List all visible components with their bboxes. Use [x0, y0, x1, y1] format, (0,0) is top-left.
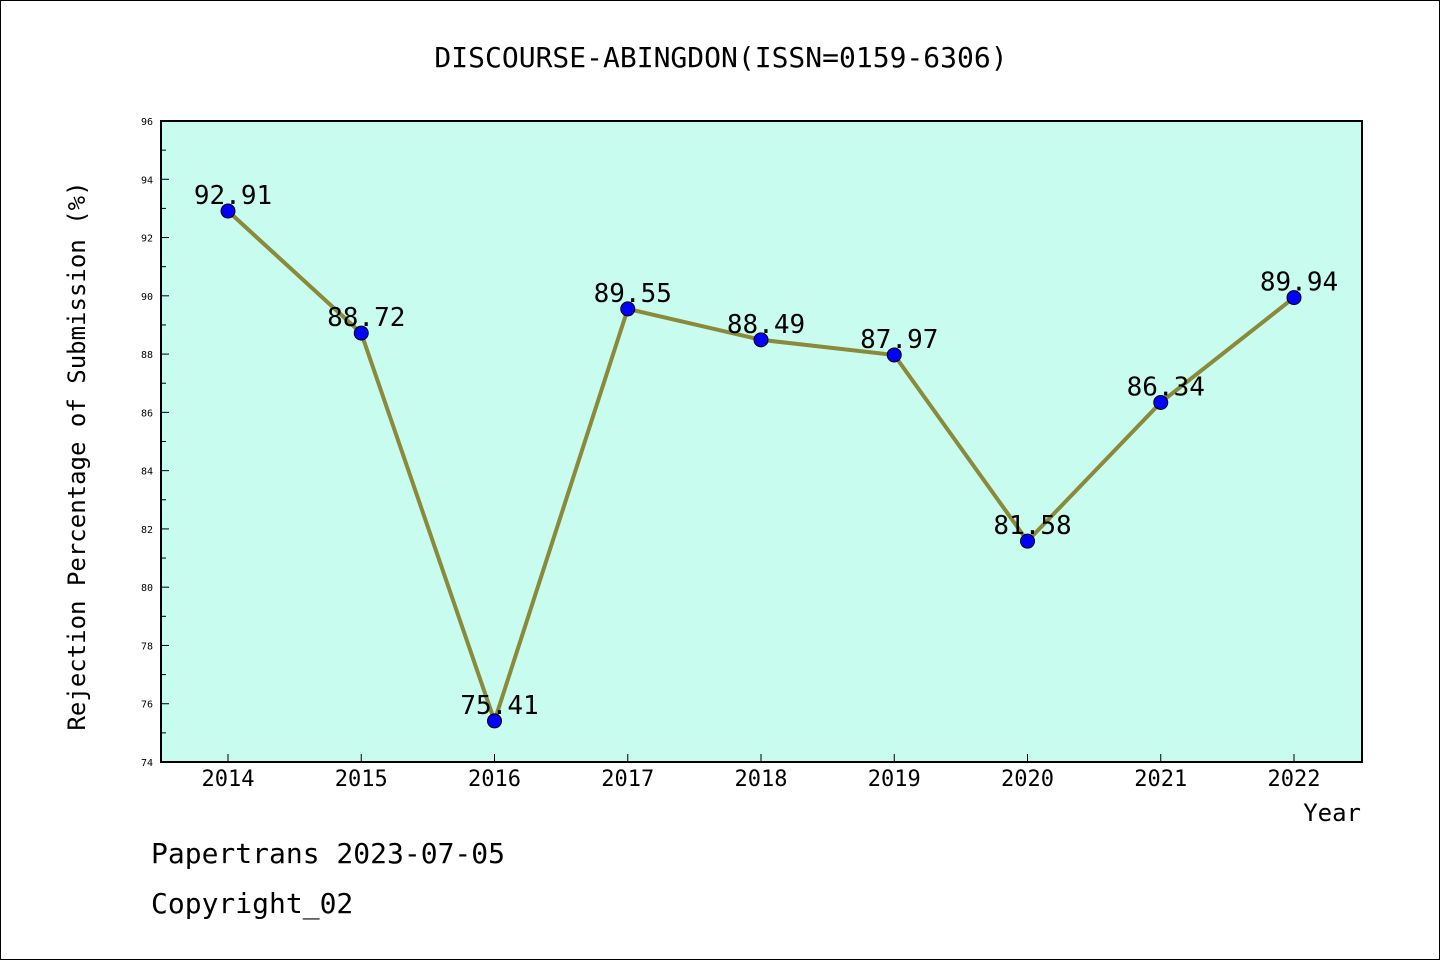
- x-axis-label: Year: [1303, 799, 1361, 827]
- data-label: 87.97: [860, 325, 938, 355]
- chart-title: DISCOURSE-ABINGDON(ISSN=0159-6306): [434, 41, 1007, 74]
- data-point: [1153, 394, 1169, 410]
- data-label: 75.41: [460, 691, 538, 721]
- data-label: 86.34: [1127, 372, 1205, 402]
- y-tick-label: 86: [141, 408, 153, 419]
- y-tick-label: 88: [141, 350, 153, 361]
- data-label: 81.58: [993, 511, 1071, 541]
- y-tick-label: 90: [141, 292, 153, 303]
- x-tick-label: 2015: [335, 767, 388, 792]
- footer-copyright-line: Copyright_02: [151, 887, 354, 920]
- y-tick-label: 80: [141, 583, 153, 594]
- y-tick-label: 76: [141, 700, 153, 711]
- plot-area: [160, 120, 1363, 763]
- data-point: [620, 301, 636, 317]
- x-tick-label: 2021: [1134, 767, 1187, 792]
- data-label: 89.94: [1260, 268, 1338, 298]
- x-tick-label: 2017: [601, 767, 654, 792]
- data-point: [353, 325, 369, 341]
- data-label: 92.91: [194, 181, 272, 211]
- data-point: [487, 713, 502, 729]
- y-axis: 74 76 78 80 82 84 86 88 90 92 94 96: [141, 117, 169, 769]
- data-point: [886, 347, 902, 363]
- y-tick-label: 94: [141, 175, 153, 186]
- x-tick-label: 2014: [202, 767, 255, 792]
- footer-date-line: Papertrans 2023-07-05: [151, 837, 506, 870]
- y-tick-label: 74: [141, 758, 153, 769]
- data-label: 89.55: [594, 279, 672, 309]
- x-tick-label: 2020: [1001, 767, 1054, 792]
- y-tick-label: 82: [141, 525, 153, 536]
- marker-group: [220, 203, 1302, 729]
- data-point: [753, 332, 769, 348]
- data-label: 88.49: [727, 310, 805, 340]
- x-axis: 2014 2015 2016 2017 2018 2019 2020 2021 2022: [202, 754, 1321, 792]
- x-tick-label: 2019: [868, 767, 921, 792]
- data-label-group: 92.91 88.72 75.41 89.55 88.49 87.97 81.58 86.34…: [194, 181, 1338, 721]
- data-label: 88.72: [327, 303, 405, 333]
- data-point: [1286, 290, 1302, 306]
- data-point: [1020, 533, 1035, 549]
- y-axis-label: Rejection Percentage of Submission (%): [63, 181, 91, 730]
- x-tick-label: 2016: [468, 767, 521, 792]
- x-tick-label: 2018: [735, 767, 788, 792]
- x-tick-label: 2022: [1268, 767, 1321, 792]
- y-tick-label: 78: [141, 641, 153, 652]
- y-tick-label: 96: [141, 117, 153, 128]
- y-tick-label: 84: [141, 467, 153, 478]
- data-point: [220, 203, 236, 219]
- y-tick-label: 92: [141, 234, 153, 245]
